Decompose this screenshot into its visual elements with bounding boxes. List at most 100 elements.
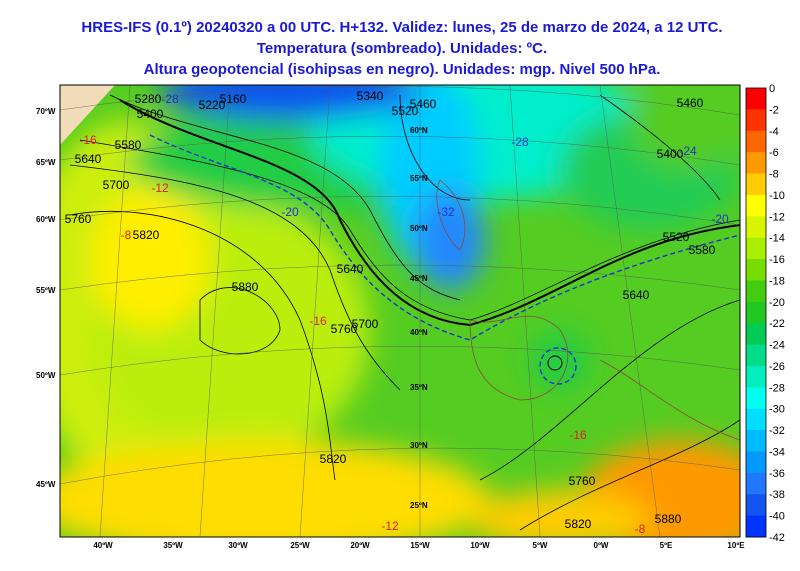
lon-label: 35ºW — [163, 541, 183, 550]
inner-lat-label: 55ºN — [410, 174, 428, 183]
colorbar-cell — [746, 344, 766, 367]
colorbar-cell — [746, 237, 766, 260]
lon-label: 5ºW — [533, 541, 548, 550]
inner-lat-label: 25ºN — [410, 501, 428, 510]
temp-label: -12 — [151, 181, 169, 195]
colorbar-label: -12 — [769, 211, 785, 223]
height-label: 5580 — [689, 243, 716, 257]
height-label: 5460 — [677, 96, 704, 110]
lon-label: 5ºE — [660, 541, 673, 550]
height-label: 5640 — [623, 288, 650, 302]
height-label: 5880 — [655, 512, 682, 526]
colorbar-label: -6 — [769, 147, 779, 159]
colorbar-cell — [746, 430, 766, 452]
colorbar-label: -14 — [769, 233, 785, 245]
lat-label: 55ºW — [36, 286, 56, 295]
height-label: 5700 — [103, 178, 130, 192]
colorbar-cell — [746, 280, 766, 303]
temp-label: -28 — [511, 135, 529, 149]
colorbar-cell — [746, 109, 766, 132]
lat-label: 65ºW — [36, 158, 56, 167]
colorbar-label: -10 — [769, 190, 785, 202]
temp-label: -12 — [381, 519, 399, 533]
colorbar-cell — [746, 301, 766, 324]
colorbar-cell — [746, 152, 766, 175]
height-label: 5460 — [410, 97, 437, 111]
temp-label: -8 — [121, 228, 132, 242]
height-label: 5400 — [137, 107, 164, 121]
colorbar-label: -42 — [769, 532, 785, 544]
height-label: 5520 — [663, 230, 690, 244]
height-label: 5280 — [135, 92, 162, 106]
colorbar-cell — [746, 194, 766, 217]
height-label: 5820 — [320, 452, 347, 466]
inner-lat-label: 40ºN — [410, 328, 428, 337]
title-line: HRES-IFS (0.1º) 20240320 a 00 UTC. H+132… — [81, 19, 722, 36]
colorbar-cell — [746, 408, 766, 431]
colorbar-label: -18 — [769, 275, 785, 287]
height-label: 5220 — [199, 98, 226, 112]
height-label: 5160 — [220, 92, 247, 106]
height-label: 5640 — [75, 152, 102, 166]
colorbar-cell — [746, 365, 766, 388]
colorbar-label: -40 — [769, 511, 785, 523]
title-line: Temperatura (sombreado). Unidades: ºC. — [257, 40, 547, 57]
colorbar-label: -16 — [769, 254, 785, 266]
lon-label: 20ºW — [350, 541, 370, 550]
height-label: 5580 — [115, 138, 142, 152]
lat-label: 70ºW — [36, 107, 56, 116]
temp-label: -28 — [161, 92, 179, 106]
temp-label: -24 — [679, 144, 697, 158]
inner-lat-label: 60ºN — [410, 126, 428, 135]
inner-lat-label: 45ºN — [410, 274, 428, 283]
lon-label: 25ºW — [290, 541, 310, 550]
colorbar-cell — [746, 216, 766, 239]
lon-label: 15ºW — [410, 541, 430, 550]
height-label: 5760 — [65, 212, 92, 226]
inner-lat-label: 30ºN — [410, 441, 428, 450]
colorbar-label: -30 — [769, 404, 785, 416]
height-label: 5340 — [357, 89, 384, 103]
temp-label: -20 — [711, 212, 729, 226]
lat-label: 60ºW — [36, 215, 56, 224]
colorbar-label: -36 — [769, 468, 785, 480]
temp-label: -16 — [309, 314, 327, 328]
colorbar-label: -22 — [769, 318, 785, 330]
lon-label: 40ºW — [93, 541, 113, 550]
temp-label: -32 — [437, 205, 455, 219]
title-line: Altura geopotencial (isohipsas en negro)… — [144, 61, 661, 78]
colorbar-label: -32 — [769, 425, 785, 437]
lon-label: 10ºW — [470, 541, 490, 550]
lat-label: 50ºW — [36, 371, 56, 380]
colorbar-cell — [746, 88, 766, 110]
map-frame — [59, 84, 741, 538]
temp-label: -20 — [281, 205, 299, 219]
lon-label: 30ºW — [228, 541, 248, 550]
lon-label: 0ºW — [594, 541, 609, 550]
colorbar-cell — [746, 494, 766, 517]
colorbar-frame — [745, 87, 767, 538]
height-label: 5820 — [133, 228, 160, 242]
colorbar-label: -28 — [769, 382, 785, 394]
colorbar-cell — [746, 130, 766, 153]
height-label: 5820 — [565, 517, 592, 531]
colorbar-cell — [746, 515, 766, 538]
inner-lat-label: 35ºN — [410, 383, 428, 392]
lat-label: 45ºW — [36, 480, 56, 489]
temp-label: -8 — [635, 522, 646, 536]
colorbar-label: -20 — [769, 297, 785, 309]
colorbar-label: -2 — [769, 104, 779, 116]
colorbar-label: -4 — [769, 126, 779, 138]
height-label: 5640 — [337, 262, 364, 276]
height-label: 5400 — [657, 147, 684, 161]
colorbar-label: -26 — [769, 361, 785, 373]
colorbar-cell — [746, 259, 766, 281]
height-label: 5760 — [569, 474, 596, 488]
height-label: 5520 — [392, 104, 419, 118]
lon-label: 10ºE — [727, 541, 745, 550]
colorbar-cell — [746, 323, 766, 346]
map — [60, 85, 740, 537]
colorbar-cell — [746, 173, 766, 196]
